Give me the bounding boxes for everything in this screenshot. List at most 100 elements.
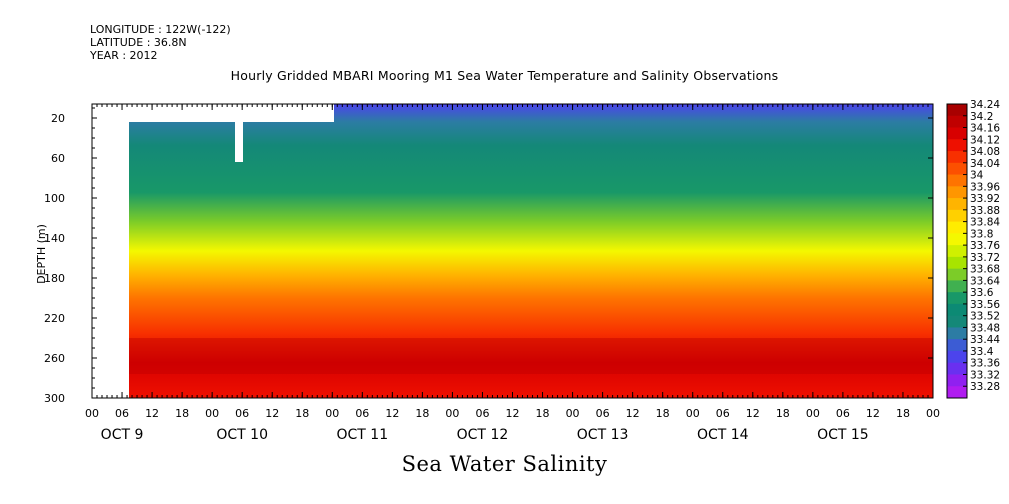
x-day-label: OCT 12 — [457, 427, 509, 443]
x-tick-label: 00 — [205, 407, 219, 420]
colorbar-swatch — [947, 186, 967, 199]
colorbar-frame — [946, 103, 968, 399]
high-salinity-band — [129, 338, 933, 374]
x-tick-label: 18 — [175, 407, 189, 420]
colorbar-label: 33.92 — [970, 193, 1000, 205]
colorbar-swatch — [947, 280, 967, 293]
colorbar-label: 34.12 — [970, 134, 1000, 146]
colorbar-swatch — [947, 268, 967, 281]
y-tick-label: 140 — [44, 232, 65, 245]
x-day-label: OCT 10 — [216, 427, 268, 443]
x-tick-label: 06 — [235, 407, 249, 420]
colorbar-label: 33.36 — [970, 358, 1000, 370]
colorbar-swatch — [947, 115, 967, 129]
colorbar-swatch — [947, 139, 967, 152]
plot-title: Hourly Gridded MBARI Mooring M1 Sea Wate… — [230, 68, 779, 83]
colorbar-label: 33.44 — [970, 334, 1000, 346]
colorbar-label: 34.24 — [970, 99, 1000, 111]
colorbar-swatch — [947, 327, 967, 340]
colorbar-swatch — [947, 315, 967, 328]
colorbar-label: 34.2 — [970, 111, 993, 123]
longitude-label: LONGITUDE : 122W(-122) — [90, 23, 231, 36]
colorbar-label: 33.8 — [970, 228, 993, 240]
x-tick-label: 06 — [475, 407, 489, 420]
x-tick-label: 12 — [506, 407, 520, 420]
y-tick-label: 220 — [44, 312, 65, 325]
colorbar-label: 33.6 — [970, 287, 994, 299]
colorbar-swatch — [947, 221, 967, 234]
x-tick-label: 12 — [866, 407, 880, 420]
colorbar-swatch — [947, 303, 967, 317]
x-tick-label: 06 — [836, 407, 850, 420]
colorbar-swatch — [947, 162, 967, 176]
x-tick-label: 00 — [85, 407, 99, 420]
x-tick-label: 06 — [115, 407, 129, 420]
colorbar-swatch — [947, 233, 967, 246]
missing-data-notch — [235, 120, 243, 162]
colorbar-label: 33.72 — [970, 252, 1000, 264]
x-tick-label: 00 — [806, 407, 820, 420]
x-tick-label: 12 — [385, 407, 399, 420]
colorbar-label: 33.64 — [970, 275, 1000, 287]
colorbar-swatch — [947, 174, 967, 187]
colorbar-swatch — [947, 386, 967, 399]
x-tick-label: 12 — [145, 407, 159, 420]
x-tick-label: 18 — [776, 407, 790, 420]
x-tick-label: 12 — [265, 407, 279, 420]
x-axis: 00 06 12 18 00 06 12 18 00 06 12 18 00 06 12 18 00 06 12 18… — [85, 104, 940, 443]
x-tick-label: 18 — [415, 407, 429, 420]
colorbar-label: 34.16 — [970, 123, 1000, 135]
colorbar-label: 34.04 — [970, 158, 1000, 170]
x-tick-label: 06 — [716, 407, 730, 420]
x-tick-label: 12 — [626, 407, 640, 420]
colorbar-label: 33.32 — [970, 369, 1000, 381]
x-tick-label: 00 — [325, 407, 339, 420]
x-tick-label: 18 — [896, 407, 910, 420]
x-day-label: OCT 15 — [817, 427, 869, 443]
colorbar-swatch — [947, 151, 967, 164]
x-day-label: OCT 11 — [337, 427, 389, 443]
colorbar: 34.2434.234.1634.1234.0834.043433.9633.9… — [946, 99, 1000, 399]
x-tick-label: 00 — [445, 407, 459, 420]
x-tick-label: 18 — [536, 407, 550, 420]
y-tick-label: 20 — [51, 112, 65, 125]
colorbar-swatch — [947, 362, 967, 375]
colorbar-label: 33.88 — [970, 205, 1000, 217]
colorbar-swatch — [947, 374, 967, 387]
colorbar-label: 33.4 — [970, 346, 994, 358]
colorbar-swatch — [947, 245, 967, 258]
x-tick-label: 18 — [295, 407, 309, 420]
y-tick-label: 180 — [44, 272, 65, 285]
x-tick-label: 00 — [566, 407, 580, 420]
colorbar-swatch — [947, 127, 967, 140]
colorbar-label: 33.76 — [970, 240, 1000, 252]
y-tick-label: 100 — [44, 192, 65, 205]
colorbar-label: 34.08 — [970, 146, 1000, 158]
colorbar-label: 33.56 — [970, 299, 1000, 311]
variable-title: Sea Water Salinity — [401, 452, 608, 476]
salinity-field — [129, 104, 933, 398]
colorbar-swatch — [947, 350, 967, 364]
y-tick-label: 60 — [51, 152, 65, 165]
x-tick-label: 00 — [686, 407, 700, 420]
x-tick-label: 06 — [596, 407, 610, 420]
x-tick-label: 18 — [656, 407, 670, 420]
latitude-label: LATITUDE : 36.8N — [90, 36, 187, 49]
colorbar-label: 33.84 — [970, 217, 1000, 229]
colorbar-swatch — [947, 339, 967, 352]
colorbar-label: 34 — [970, 170, 984, 182]
colorbar-label: 33.68 — [970, 264, 1000, 276]
colorbar-label: 33.52 — [970, 311, 1000, 323]
colorbar-swatch — [947, 198, 967, 211]
missing-data-left — [92, 104, 129, 398]
year-label: YEAR : 2012 — [90, 49, 158, 62]
y-axis-label: DEPTH (m) — [35, 224, 48, 284]
x-day-label: OCT 14 — [697, 427, 749, 443]
x-day-label: OCT 13 — [577, 427, 629, 443]
x-day-label: OCT 9 — [101, 427, 144, 443]
colorbar-swatch — [947, 292, 967, 305]
x-tick-label: 06 — [355, 407, 369, 420]
x-tick-label: 00 — [926, 407, 940, 420]
y-tick-label: 260 — [44, 352, 65, 365]
